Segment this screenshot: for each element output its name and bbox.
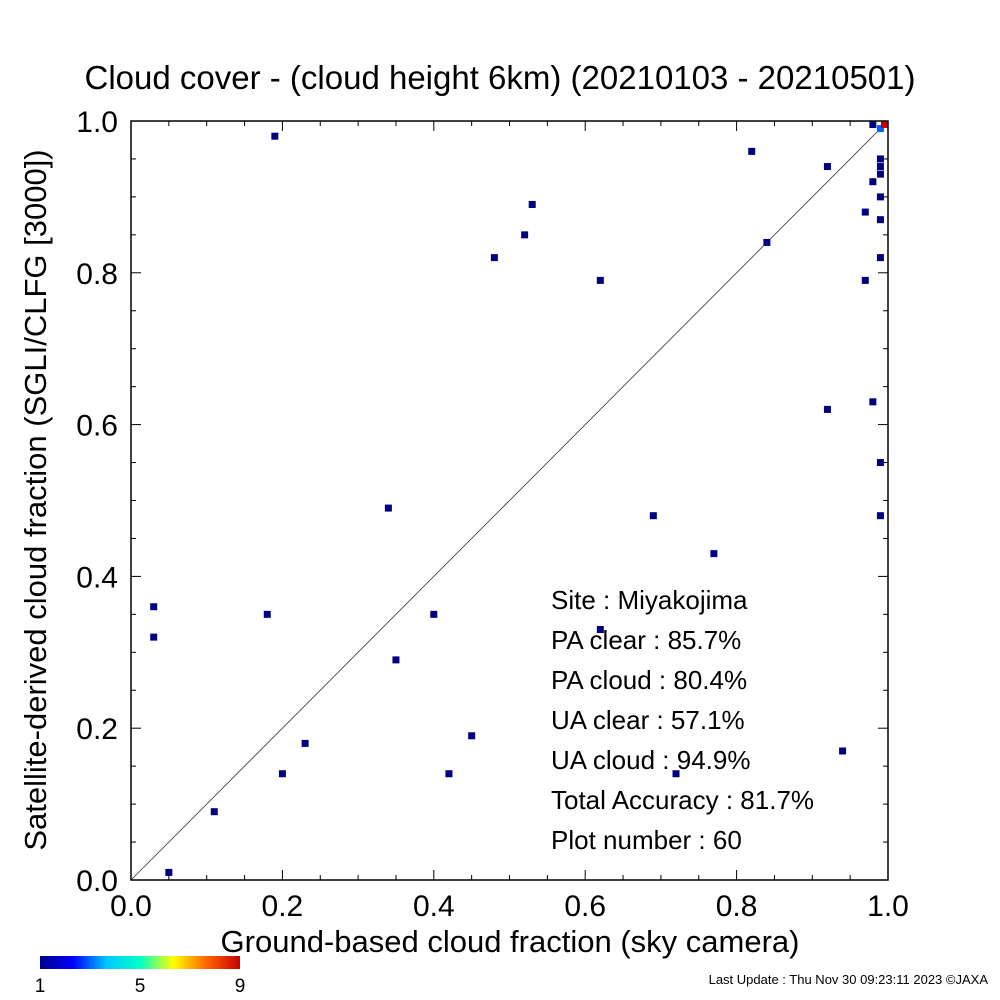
- data-point: [876, 216, 884, 224]
- data-point: [748, 147, 756, 155]
- data-point: [876, 193, 884, 201]
- data-point: [869, 178, 877, 186]
- x-tick-label: 0.2: [262, 890, 304, 923]
- data-point: [278, 770, 286, 778]
- stat-line: Site : Miyakojima: [551, 585, 748, 615]
- colorbar: [40, 956, 240, 969]
- data-point: [839, 747, 847, 755]
- data-point: [528, 200, 536, 208]
- y-tick-label: 0.0: [76, 865, 118, 898]
- data-point: [876, 512, 884, 520]
- data-point: [876, 125, 884, 133]
- data-point: [876, 163, 884, 171]
- stat-line: Total Accuracy : 81.7%: [551, 785, 814, 815]
- data-point: [876, 459, 884, 467]
- y-tick-label: 1.0: [76, 106, 118, 139]
- footer-last-update: Last Update : Thu Nov 30 09:23:11 2023 ©…: [709, 972, 989, 987]
- data-point: [521, 231, 529, 239]
- plot-frame: [130, 120, 889, 881]
- y-tick-label: 0.4: [76, 561, 118, 594]
- y-tick-label: 0.6: [76, 410, 118, 443]
- colorbar-labels: 1 5 9: [35, 976, 246, 997]
- data-point: [150, 633, 158, 641]
- data-point: [823, 405, 831, 413]
- data-point: [150, 603, 158, 611]
- x-tick-label: 0.0: [110, 890, 152, 923]
- data-point: [210, 808, 218, 816]
- data-point: [165, 868, 173, 876]
- stat-line: PA cloud : 80.4%: [551, 665, 747, 695]
- data-point: [468, 732, 476, 740]
- data-point: [384, 504, 392, 512]
- y-axis-title: Satellite-derived cloud fraction (SGLI/C…: [18, 149, 53, 850]
- stat-line: PA clear : 85.7%: [551, 625, 741, 655]
- data-point: [876, 155, 884, 163]
- stat-line: UA cloud : 94.9%: [551, 745, 750, 775]
- data-point: [869, 121, 877, 128]
- data-point: [861, 276, 869, 284]
- x-tick-label: 0.6: [564, 890, 606, 923]
- data-point: [881, 121, 888, 128]
- data-point: [596, 276, 604, 284]
- x-tick-label: 1.0: [867, 890, 909, 923]
- data-point: [596, 626, 604, 634]
- colorbar-tick-label: 1: [35, 976, 46, 997]
- data-point: [869, 398, 877, 406]
- data-point: [710, 550, 718, 558]
- data-point: [876, 254, 884, 262]
- data-point: [430, 610, 438, 618]
- chart-title: Cloud cover - (cloud height 6km) (202101…: [85, 59, 916, 96]
- accuracy-stats: Site : Miyakojima PA clear : 85.7% PA clou…: [551, 585, 814, 855]
- x-tick-label: 0.8: [716, 890, 758, 923]
- data-point: [763, 238, 771, 246]
- x-axis-title: Ground-based cloud fraction (sky camera): [221, 924, 800, 959]
- y-axis-title-group: Satellite-derived cloud fraction (SGLI/C…: [18, 149, 53, 850]
- axis-tick-labels: 0.0 0.2 0.4 0.6 0.8 1.0 0.0 0.2 0.4 0.6 0.8 1.0: [76, 106, 909, 923]
- data-point: [649, 512, 657, 520]
- colorbar-tick-label: 5: [135, 976, 146, 997]
- data-point: [823, 163, 831, 171]
- y-tick-label: 0.2: [76, 713, 118, 746]
- identity-line: [130, 120, 889, 881]
- data-point: [490, 254, 498, 262]
- data-point: [876, 170, 884, 178]
- data-point: [271, 132, 279, 140]
- data-point: [861, 208, 869, 216]
- data-point: [392, 656, 400, 664]
- data-point: [263, 610, 271, 618]
- colorbar-tick-label: 9: [235, 976, 246, 997]
- x-tick-label: 0.4: [413, 890, 455, 923]
- stat-line: Plot number : 60: [551, 825, 742, 855]
- stat-line: UA clear : 57.1%: [551, 705, 745, 735]
- data-point: [672, 770, 680, 778]
- data-point: [445, 770, 453, 778]
- y-tick-label: 0.8: [76, 258, 118, 291]
- data-points: [150, 121, 888, 876]
- data-point: [301, 739, 309, 747]
